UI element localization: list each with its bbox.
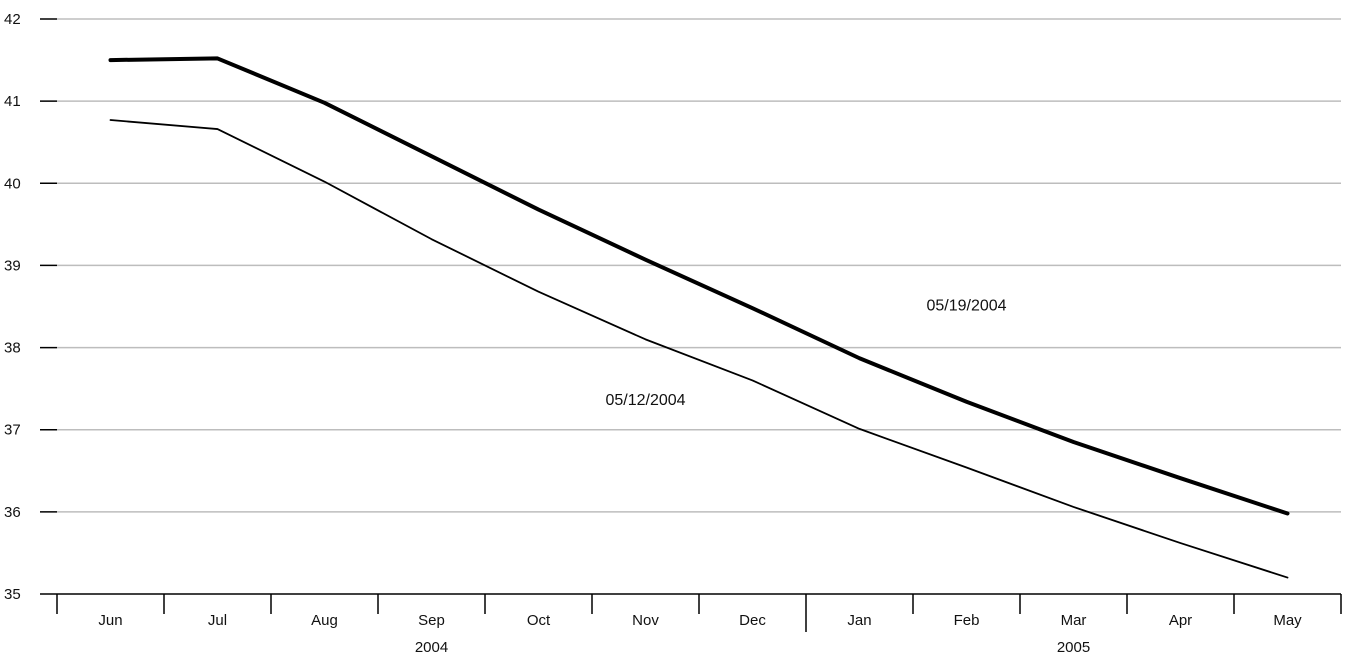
x-tick-label-jul: Jul: [208, 612, 227, 629]
x-tick-label-feb: Feb: [954, 612, 980, 629]
series-label-1: 05/19/2004: [926, 298, 1006, 315]
y-tick-label-41: 41: [4, 93, 21, 110]
x-tick-label-dec: Dec: [739, 612, 766, 629]
x-tick-label-may: May: [1273, 612, 1302, 629]
x-tick-label-apr: Apr: [1169, 612, 1192, 629]
y-tick-label-36: 36: [4, 504, 21, 521]
x-tick-label-oct: Oct: [527, 612, 551, 629]
y-tick-label-39: 39: [4, 257, 21, 274]
x-tick-label-sep: Sep: [418, 612, 445, 629]
y-tick-label-38: 38: [4, 340, 21, 357]
series-lines: [108, 56, 1290, 579]
year-label-2005: 2005: [1057, 639, 1090, 656]
x-tick-label-aug: Aug: [311, 612, 338, 629]
y-tick-label-40: 40: [4, 175, 21, 192]
series-line-2: [109, 119, 1289, 579]
series-label-2: 05/12/2004: [605, 392, 685, 409]
year-label-2004: 2004: [415, 639, 448, 656]
x-tick-label-jan: Jan: [847, 612, 871, 629]
x-tick-label-nov: Nov: [632, 612, 659, 629]
labels: 35 36 37 38 39 40 41 42 Jun Jul Aug Sep Oct Nov Dec Jan…: [4, 11, 1302, 656]
x-tick-label-mar: Mar: [1061, 612, 1087, 629]
series-line-1: [108, 56, 1290, 516]
gridlines: [57, 18, 1341, 513]
y-tick-label-35: 35: [4, 586, 21, 603]
y-tick-label-42: 42: [4, 11, 21, 28]
x-tick-label-jun: Jun: [98, 612, 122, 629]
y-tick-label-37: 37: [4, 422, 21, 439]
axes: [40, 18, 1342, 632]
